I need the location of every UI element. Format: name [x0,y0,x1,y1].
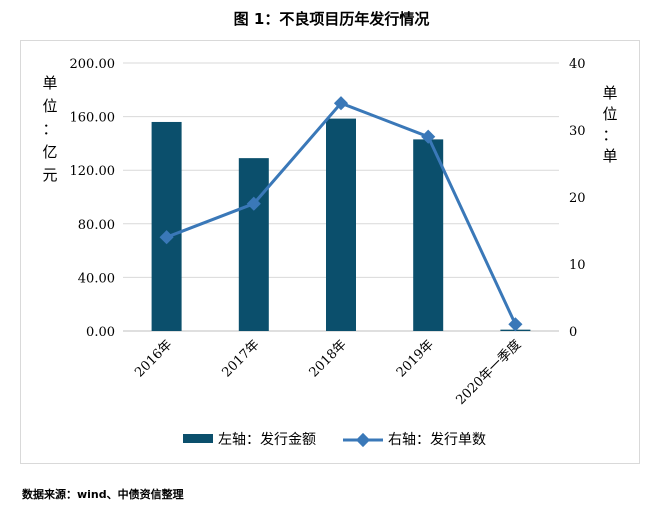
line-point [421,129,436,144]
source-note: 数据来源：wind、中债资信整理 [22,488,184,501]
left-axis-label-char: 亿 [42,143,57,161]
right-tick-label: 10 [569,258,586,273]
right-tick-label: 20 [569,191,586,206]
right-axis-label-char: 单 [602,84,617,102]
right-tick-label: 40 [569,57,586,72]
left-tick-label: 80.00 [78,218,115,233]
chart-title: 图 1：不良项目历年发行情况 [233,10,430,28]
right-axis-label-char: ： [602,126,617,144]
legend-line-label: 右轴：发行单数 [388,432,486,448]
line-point [159,230,174,245]
line-point [246,196,261,211]
line-point [333,96,349,111]
legend-line-marker [355,432,371,448]
left-axis-label-char: ： [42,120,57,138]
category-label: 2019年 [394,337,437,380]
category-label: 2020年一季度 [453,337,524,408]
bar [326,118,356,331]
legend-bar-swatch [183,434,213,443]
category-label: 2018年 [307,337,350,380]
bar [413,139,444,331]
left-axis-label-char: 单 [42,74,57,92]
bar [238,158,269,331]
bar [151,121,182,332]
left-axis-label-char: 位 [42,97,57,115]
legend-bar-label: 左轴：发行金额 [218,432,316,448]
left-tick-label: 200.00 [70,57,116,72]
right-tick-label: 0 [569,325,577,340]
right-axis-label-char: 位 [602,105,617,123]
category-label: 2017年 [219,337,262,380]
right-axis-label-char: 单 [602,147,617,165]
left-axis-label-char: 元 [42,166,57,184]
left-tick-label: 40.00 [78,271,115,286]
left-tick-label: 120.00 [70,164,116,179]
chart-frame [20,40,640,464]
left-tick-label: 0.00 [86,325,115,340]
line-point [508,317,523,332]
category-label: 2016年 [132,337,175,380]
right-tick-label: 30 [569,124,586,139]
left-tick-label: 160.00 [70,111,116,126]
